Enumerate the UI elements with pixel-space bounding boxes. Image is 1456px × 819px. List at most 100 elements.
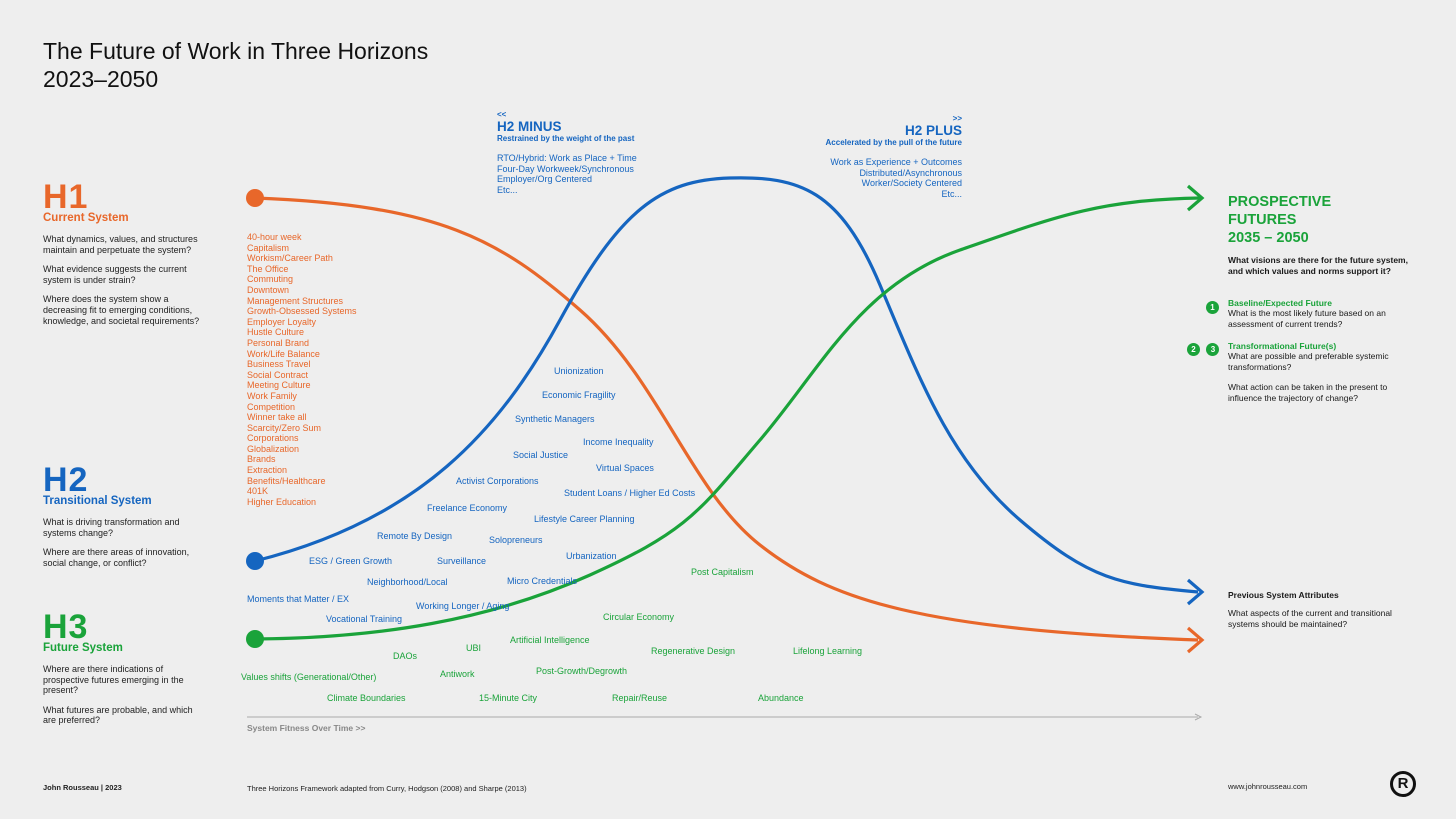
h2-term: Income Inequality	[583, 437, 654, 447]
h2-minus-title: H2 MINUS	[497, 119, 562, 134]
h3-term: Post-Growth/Degrowth	[536, 666, 628, 676]
h2-term: Neighborhood/Local	[367, 577, 448, 587]
h3-term: Repair/Reuse	[612, 693, 668, 703]
h2-plus-subtitle: Accelerated by the pull of the future	[825, 138, 962, 147]
prospective-futures-block: PROSPECTIVE FUTURES 2035 – 2050 What vis…	[1228, 193, 1418, 276]
footer-url[interactable]: www.johnrousseau.com	[1228, 782, 1308, 791]
h2-section: H2 Transitional System What is driving t…	[43, 463, 203, 577]
h1-question: Where does the system show a decreasing …	[43, 294, 200, 326]
h2-term: Synthetic Managers	[515, 414, 595, 424]
h3-start-dot	[246, 630, 264, 648]
badge-3: 3	[1206, 343, 1220, 356]
h3-term: Antiwork	[440, 669, 475, 679]
footer-author: John Rousseau | 2023	[43, 783, 122, 792]
h3-term: 15-Minute City	[479, 693, 538, 703]
h1-attribute: Scarcity/Zero Sum	[247, 422, 322, 433]
baseline-text: What is the most likely future based on …	[1228, 308, 1386, 329]
title-line-2: 2023–2050	[43, 66, 159, 92]
h2-term: Solopreneurs	[489, 535, 543, 545]
h2-plus-item: Distributed/Asynchronous	[859, 167, 962, 178]
axis-label: System Fitness Over Time >>	[247, 723, 366, 733]
h3-term: DAOs	[393, 651, 418, 661]
h1-question: What evidence suggests the current syste…	[43, 264, 187, 285]
h2-minus-arrow: <<	[497, 110, 507, 119]
h3-term: Post Capitalism	[691, 567, 754, 577]
h2-plus-item: Etc...	[941, 188, 962, 199]
h1-attribute: Capitalism	[247, 242, 290, 253]
h2-question: Where are there areas of innovation, soc…	[43, 547, 190, 568]
h3-section: H3 Future System Where are there indicat…	[43, 610, 203, 735]
h1-attribute: 401K	[247, 486, 269, 497]
h1-attribute: Social Contract	[247, 369, 309, 380]
action-text: What action can be taken in the present …	[1228, 382, 1388, 403]
h1-arrowhead	[1186, 626, 1205, 654]
h2-minus-item: Four-Day Workweek/Synchronous	[497, 163, 634, 174]
transform-title: Transformational Future(s)	[1228, 341, 1337, 351]
h2-arrowhead	[1186, 578, 1205, 606]
h1-attribute: Workism/Career Path	[247, 253, 333, 264]
time-axis-arrowhead	[1194, 713, 1203, 721]
h3-question: Where are there indications of prospecti…	[43, 664, 184, 696]
h2-term: ESG / Green Growth	[309, 556, 393, 566]
h3-term: Circular Economy	[603, 612, 675, 622]
badge-1: 1	[1206, 301, 1219, 314]
h1-attribute: Extraction	[247, 465, 288, 476]
h1-attribute: 40-hour week	[247, 232, 302, 242]
h1-attribute: Commuting	[247, 274, 294, 285]
h1-attribute: Work/Life Balance	[247, 348, 320, 359]
h1-attribute: Personal Brand	[247, 337, 310, 348]
logo-letter: R	[1397, 775, 1409, 792]
h2-term: Moments that Matter / EX	[247, 594, 350, 604]
h1-attribute: Management Structures	[247, 295, 344, 306]
h1-attribute: Benefits/Healthcare	[247, 475, 326, 486]
baseline-badge: 1	[1206, 297, 1219, 315]
h1-attribute: Employer Loyalty	[247, 316, 317, 327]
h2-term: Unionization	[554, 366, 604, 376]
h2-term: Micro Credentials	[507, 576, 578, 586]
h2-minus-item: Employer/Org Centered	[497, 174, 593, 185]
h1-attribute: The Office	[247, 263, 289, 274]
previous-text: What aspects of the current and transiti…	[1228, 608, 1392, 629]
h2-plus-item: Work as Experience + Outcomes	[830, 157, 962, 167]
h1-attribute: Business Travel	[247, 359, 311, 370]
h2-subtitle: Transitional System	[43, 495, 152, 507]
page-title: The Future of Work in Three Horizons 202…	[43, 37, 428, 93]
baseline-title: Baseline/Expected Future	[1228, 298, 1332, 308]
h2-term: Vocational Training	[326, 614, 403, 624]
h1-section: H1 Current System What dynamics, values,…	[43, 180, 203, 335]
h2-plus-block: >> H2 PLUS Accelerated by the pull of th…	[826, 114, 962, 199]
prospective-title-1: PROSPECTIVE	[1228, 194, 1332, 210]
h2-plus-arrow: >>	[952, 114, 962, 123]
h2-plus-title: H2 PLUS	[904, 123, 962, 138]
h1-attribute: Hustle Culture	[247, 327, 305, 338]
h3-questions: Where are there indications of prospecti…	[43, 664, 203, 726]
h1-attribute: Work Family	[247, 390, 297, 401]
h2-plus-item: Worker/Society Centered	[861, 178, 962, 189]
h1-attribute: Globalization	[247, 443, 300, 454]
h2-term: Activist Corporations	[456, 476, 539, 486]
h1-attribute: Brands	[247, 454, 276, 465]
h2-minus-item: Etc...	[497, 184, 518, 195]
badge-2: 2	[1187, 343, 1200, 356]
h1-attribute: Meeting Culture	[247, 380, 311, 391]
h2-term: Economic Fragility	[542, 390, 616, 400]
h3-question: What futures are probable, and which are…	[43, 704, 193, 726]
transform-badges: 2 3	[1187, 339, 1220, 357]
transform-block: Transformational Future(s) What are poss…	[1228, 341, 1418, 403]
h1-attribute: Competition	[247, 401, 296, 412]
prospective-question: What visions are there for the future sy…	[1228, 255, 1408, 276]
h2-term: Urbanization	[566, 551, 617, 561]
h2-term: Freelance Economy	[427, 503, 508, 513]
registered-logo-icon: R	[1390, 771, 1416, 797]
h1-attribute: Corporations	[247, 433, 299, 444]
h3-term: Climate Boundaries	[327, 693, 406, 703]
baseline-block: Baseline/Expected Future What is the mos…	[1228, 298, 1418, 329]
h1-questions: What dynamics, values, and structures ma…	[43, 234, 203, 326]
h2-curve	[254, 176, 1199, 594]
previous-attributes-block: Previous System Attributes What aspects …	[1228, 590, 1423, 629]
h3-curve	[254, 196, 1201, 641]
previous-title: Previous System Attributes	[1228, 590, 1339, 600]
h2-term: Social Justice	[513, 450, 569, 460]
h2-term: Surveillance	[437, 556, 487, 566]
